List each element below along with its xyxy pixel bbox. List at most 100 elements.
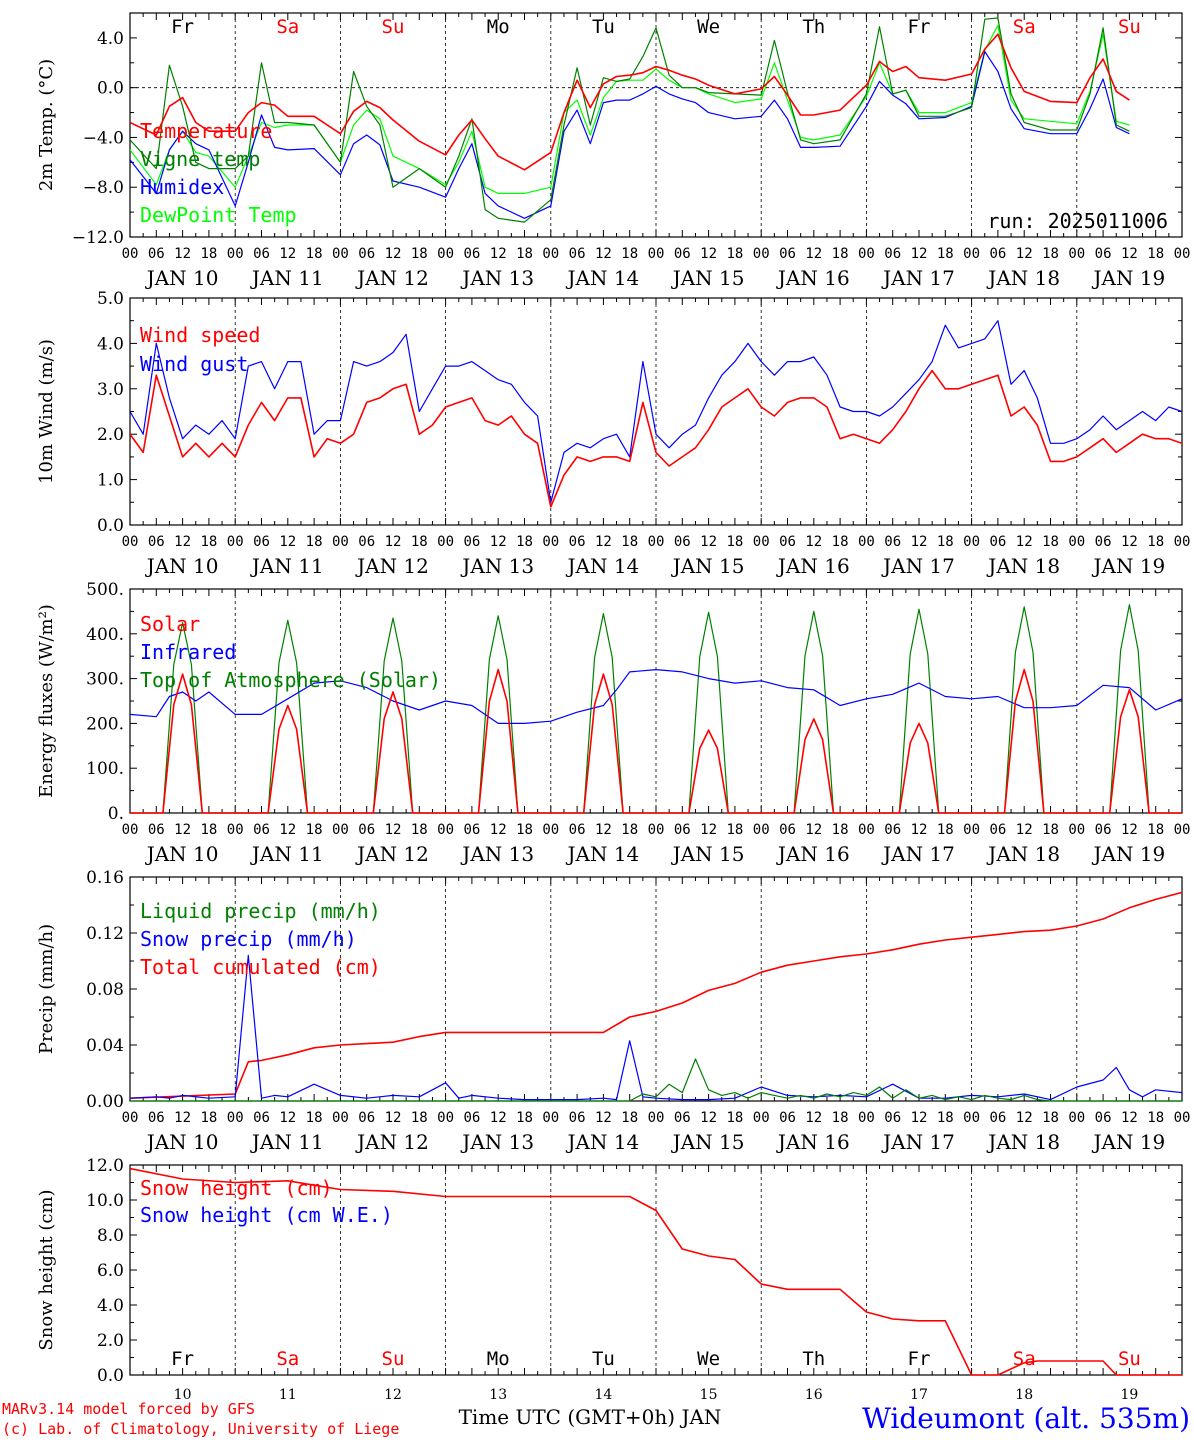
hour-label: 18 xyxy=(1042,822,1059,838)
hour-label: 06 xyxy=(148,822,165,838)
day-name: We xyxy=(697,1348,720,1370)
legend-entry: Infrared xyxy=(140,640,236,664)
hour-label: 12 xyxy=(385,534,402,550)
date-label: JAN 14 xyxy=(566,554,640,578)
day-name: Fr xyxy=(908,16,931,38)
hour-label: 06 xyxy=(1095,246,1112,262)
date-label: JAN 16 xyxy=(776,266,850,290)
hour-label: 18 xyxy=(1042,246,1059,262)
day-name: Mo xyxy=(487,16,510,38)
hour-label: 12 xyxy=(279,246,296,262)
y-tick-label: 0.16 xyxy=(86,868,124,888)
y-axis-title: Snow height (cm) xyxy=(36,1189,57,1350)
y-tick-label: 4.0 xyxy=(97,1296,124,1316)
hour-label: 06 xyxy=(884,822,901,838)
y-tick-label: 2.0 xyxy=(97,425,124,445)
hour-label: 12 xyxy=(700,1110,717,1126)
hour-label: 00 xyxy=(332,1110,349,1126)
y-tick-label: 4.0 xyxy=(97,29,124,49)
series-group xyxy=(130,891,1182,1102)
hour-label: 12 xyxy=(1121,822,1138,838)
hour-label: 00 xyxy=(122,1110,139,1126)
hour-label: 00 xyxy=(122,534,139,550)
hour-label: 12 xyxy=(595,1110,612,1126)
y-axis-title: Energy fluxes (W/m²) xyxy=(36,604,57,798)
date-label: JAN 15 xyxy=(671,266,745,290)
hour-label: 00 xyxy=(753,534,770,550)
day-number-label: 19 xyxy=(1120,1387,1138,1403)
hour-label: 12 xyxy=(174,246,191,262)
series-line-vigne-temp xyxy=(130,17,1130,223)
hour-label: 12 xyxy=(911,246,928,262)
hour-label: 00 xyxy=(122,246,139,262)
legend-entry: Humidex xyxy=(140,175,224,199)
day-name: Su xyxy=(1118,1348,1141,1370)
hour-label: 18 xyxy=(516,246,533,262)
hour-label: 12 xyxy=(700,246,717,262)
y-axis-title: 2m Temp. (°C) xyxy=(36,59,57,191)
hour-label: 00 xyxy=(858,534,875,550)
date-label: JAN 11 xyxy=(250,554,324,578)
hour-label: 12 xyxy=(174,822,191,838)
legend-entry: Snow precip (mm/h) xyxy=(140,927,357,951)
date-label: JAN 13 xyxy=(460,842,534,866)
hour-label: 12 xyxy=(279,1110,296,1126)
day-number-label: 16 xyxy=(805,1387,823,1403)
hour-label: 18 xyxy=(726,246,743,262)
date-label: JAN 14 xyxy=(566,1130,640,1154)
hour-label: 18 xyxy=(1147,822,1164,838)
hour-label: 12 xyxy=(911,534,928,550)
hour-label: 12 xyxy=(279,534,296,550)
hour-label: 18 xyxy=(621,822,638,838)
hour-label: 06 xyxy=(779,534,796,550)
hour-label: 18 xyxy=(411,246,428,262)
hour-label: 06 xyxy=(989,246,1006,262)
legend-entry: Temperature xyxy=(140,119,272,143)
hour-label: 12 xyxy=(490,1110,507,1126)
day-number-label: 14 xyxy=(594,1387,612,1403)
day-number-label: 17 xyxy=(910,1387,928,1403)
hour-label: 00 xyxy=(542,1110,559,1126)
date-label: JAN 19 xyxy=(1092,842,1166,866)
y-tick-label: −12.0 xyxy=(72,228,124,248)
date-label: JAN 14 xyxy=(566,842,640,866)
hour-label: 06 xyxy=(989,822,1006,838)
date-label: JAN 16 xyxy=(776,554,850,578)
legend-entry: Snow height (cm W.E.) xyxy=(140,1203,393,1227)
hour-label: 06 xyxy=(148,534,165,550)
hour-label: 18 xyxy=(621,534,638,550)
hour-label: 00 xyxy=(437,1110,454,1126)
hour-label: 18 xyxy=(832,822,849,838)
series-line-wind-gust xyxy=(130,320,1182,503)
date-label: JAN 16 xyxy=(776,842,850,866)
hour-label: 12 xyxy=(174,1110,191,1126)
hour-label: 00 xyxy=(542,246,559,262)
hour-label: 00 xyxy=(753,246,770,262)
hour-label: 00 xyxy=(1174,822,1191,838)
day-number-label: 13 xyxy=(489,1387,507,1403)
hour-label: 00 xyxy=(542,822,559,838)
hour-label: 18 xyxy=(200,534,217,550)
hour-label: 06 xyxy=(463,1110,480,1126)
hour-label: 18 xyxy=(1042,1110,1059,1126)
hour-label: 00 xyxy=(963,534,980,550)
date-label: JAN 10 xyxy=(145,554,219,578)
y-tick-label: 0.12 xyxy=(86,924,124,944)
legend-entry: Solar xyxy=(140,612,200,636)
date-label: JAN 13 xyxy=(460,266,534,290)
y-tick-label: 3.0 xyxy=(97,380,124,400)
hour-label: 06 xyxy=(253,246,270,262)
series-line-snow-precip-mm-h- xyxy=(130,954,1182,1101)
hour-label: 18 xyxy=(937,822,954,838)
y-tick-label: 400. xyxy=(86,625,124,645)
date-label: JAN 17 xyxy=(881,554,955,578)
hour-label: 00 xyxy=(963,822,980,838)
day-number-label: 12 xyxy=(384,1387,402,1403)
hour-label: 12 xyxy=(1016,1110,1033,1126)
hour-label: 06 xyxy=(253,1110,270,1126)
day-name: Tu xyxy=(592,1348,615,1370)
date-label: JAN 10 xyxy=(145,1130,219,1154)
hour-label: 12 xyxy=(490,822,507,838)
date-label: JAN 12 xyxy=(355,1130,429,1154)
